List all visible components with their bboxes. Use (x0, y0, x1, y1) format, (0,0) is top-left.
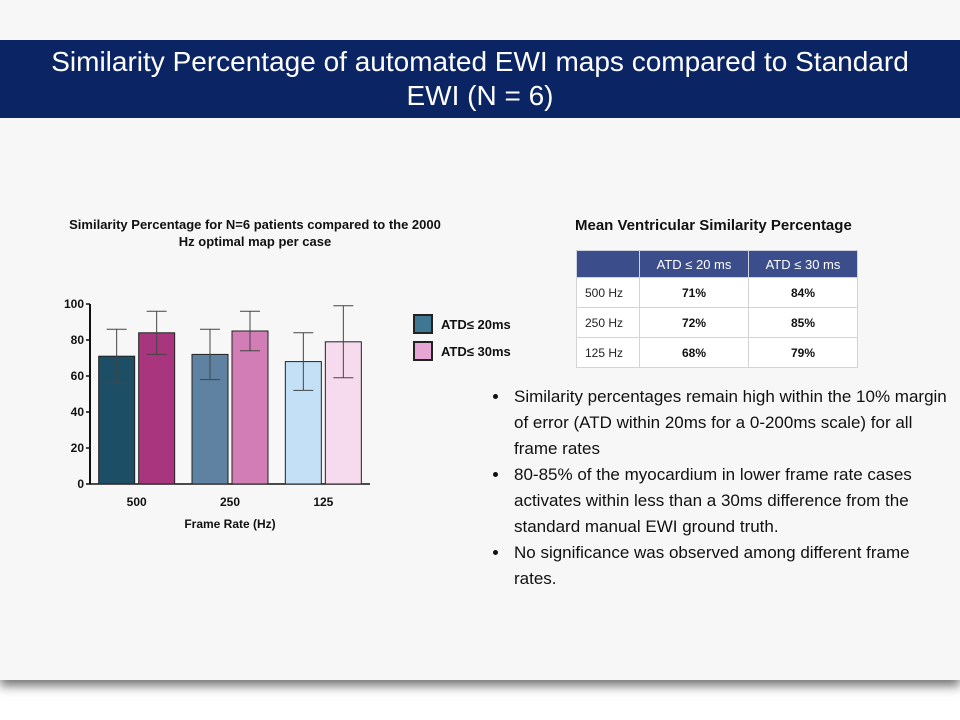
title-bar: Similarity Percentage of automated EWI m… (0, 40, 960, 118)
table-row: 500 Hz 71% 84% (576, 277, 858, 308)
legend-swatch-atd30 (413, 341, 433, 361)
table-header-atd30: ATD ≤ 30 ms (748, 250, 858, 278)
table-cell-atd20: 71% (639, 277, 749, 308)
slide-title: Similarity Percentage of automated EWI m… (51, 46, 909, 111)
y-tick-label: 20 (71, 441, 85, 455)
bullet-item: No significance was observed among diffe… (510, 540, 950, 592)
x-axis-label: Frame Rate (Hz) (184, 517, 275, 531)
legend-label-atd30: ATD≤ 30ms (441, 343, 511, 359)
slide: Similarity Percentage of automated EWI m… (0, 0, 960, 680)
table-row: 125 Hz 68% 79% (576, 337, 858, 368)
table-row-label: 500 Hz (576, 277, 640, 308)
similarity-table: ATD ≤ 20 ms ATD ≤ 30 ms 500 Hz 71% 84% 2… (576, 250, 858, 368)
legend-item-atd30: ATD≤ 30ms (413, 339, 511, 363)
bullet-item: 80-85% of the myocardium in lower frame … (510, 462, 950, 540)
legend-item-atd20: ATD≤ 20ms (413, 312, 511, 336)
table-row-label: 125 Hz (576, 337, 640, 368)
table-cell-atd30: 79% (748, 337, 858, 368)
bullet-list: Similarity percentages remain high withi… (492, 384, 950, 592)
y-tick-label: 60 (71, 369, 85, 383)
bullet-item: Similarity percentages remain high withi… (510, 384, 950, 462)
table-row-label: 250 Hz (576, 307, 640, 338)
table-row: 250 Hz 72% 85% (576, 307, 858, 338)
legend-swatch-atd20 (413, 314, 433, 334)
table-title: Mean Ventricular Similarity Percentage (575, 217, 852, 234)
x-tick-label: 500 (127, 495, 147, 509)
table-cell-atd30: 84% (748, 277, 858, 308)
x-tick-label: 125 (313, 495, 333, 509)
y-tick-label: 0 (77, 477, 84, 491)
bar (231, 330, 269, 485)
table-cell-atd20: 72% (639, 307, 749, 338)
legend-label-atd20: ATD≤ 20ms (441, 316, 511, 332)
table-header-row: ATD ≤ 20 ms ATD ≤ 30 ms (576, 250, 858, 278)
table-cell-atd30: 85% (748, 307, 858, 338)
table-header-atd20: ATD ≤ 20 ms (639, 250, 749, 278)
bar-chart: 0 20 40 60 80 100 500 250 125 Frame Rate (Hz) (64, 297, 370, 531)
y-tick-label: 80 (71, 333, 85, 347)
y-tick-label: 40 (71, 405, 85, 419)
y-tick-label: 100 (64, 297, 84, 311)
table-corner (576, 250, 640, 278)
chart-title: Similarity Percentage for N=6 patients c… (69, 217, 441, 249)
x-tick-label: 250 (220, 495, 240, 509)
bar (138, 332, 176, 485)
table-cell-atd20: 68% (639, 337, 749, 368)
chart-legend: ATD≤ 20ms ATD≤ 30ms (413, 312, 511, 366)
